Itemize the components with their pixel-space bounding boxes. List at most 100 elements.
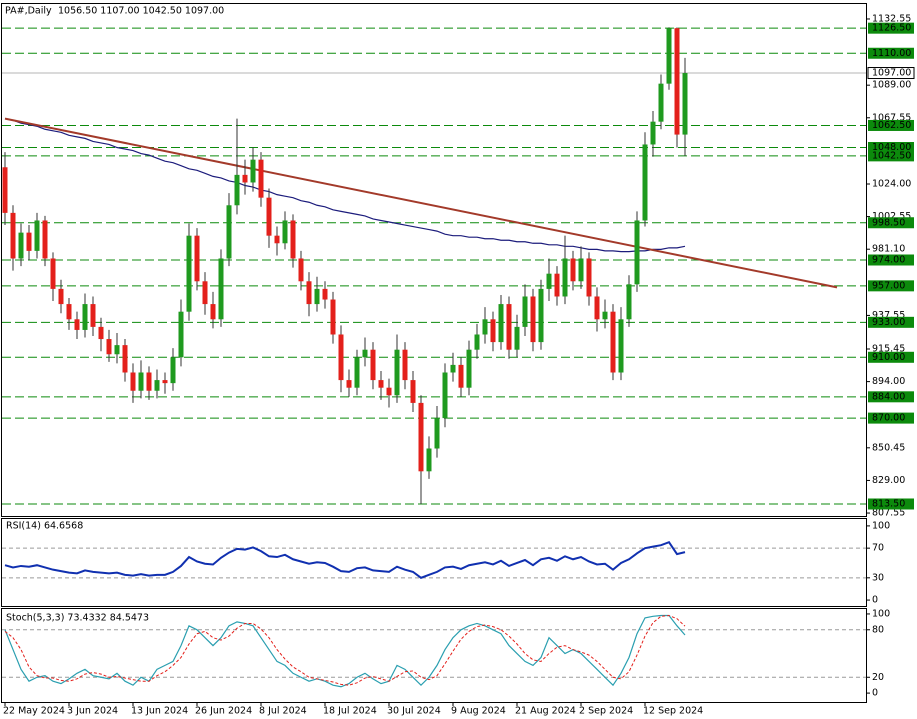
candle-body <box>42 220 48 259</box>
chart-title: PA#,Daily <box>5 6 52 17</box>
level-label: 974.00 <box>872 255 905 266</box>
y-tick-label: 1089.00 <box>872 80 911 91</box>
candle-body <box>610 311 616 373</box>
candle-body <box>66 304 72 320</box>
candle-body <box>666 28 672 84</box>
level-tag <box>868 119 914 131</box>
main-panel: 1132.55 1089.00 1067.55 1024.00 1002.55 981.1… <box>2 13 915 519</box>
candle-body <box>154 380 160 391</box>
candle-body <box>330 299 336 335</box>
y-tick-label: 915.45 <box>872 344 905 355</box>
moving-average <box>4 118 686 253</box>
indicator-line <box>4 614 686 688</box>
level-label: 884.00 <box>872 391 905 402</box>
candle-body <box>274 235 280 244</box>
candle-body <box>578 258 584 282</box>
candle-body <box>138 372 144 391</box>
x-tick-label: 3 Jun 2024 <box>67 706 118 717</box>
candle-body <box>426 448 432 472</box>
y-tick-label: 30 <box>872 572 884 583</box>
rsi-panel: 0 30 70 100 <box>2 520 890 606</box>
candle-body <box>474 334 480 350</box>
y-tick-label: 20 <box>872 672 884 683</box>
candle-body <box>650 121 656 145</box>
candle-body <box>202 281 208 305</box>
candle-body <box>562 258 568 297</box>
x-tick-label: 18 Jul 2024 <box>323 706 377 717</box>
candle-body <box>322 288 328 300</box>
level-tag <box>868 150 914 162</box>
x-tick-label: 26 Jun 2024 <box>195 706 252 717</box>
candle-body <box>290 220 296 259</box>
level-tag <box>868 391 914 403</box>
candle-body <box>130 372 136 391</box>
candle-body <box>114 345 120 355</box>
candle-body <box>538 288 544 343</box>
candle-body <box>634 220 640 285</box>
candle-body <box>26 232 32 251</box>
candle-body <box>482 319 488 335</box>
candle-body <box>618 319 624 373</box>
candle-body <box>186 235 192 312</box>
y-tick-label: 100 <box>872 608 890 619</box>
level-tag <box>868 412 914 424</box>
candle-body <box>346 380 352 388</box>
level-label: 1110.00 <box>872 48 911 59</box>
stoch-panel: 0 20 80 100 <box>2 608 890 699</box>
trendline <box>4 117 838 289</box>
level-tag <box>868 280 914 292</box>
candle-body <box>546 273 552 289</box>
candle-body <box>642 144 648 221</box>
x-tick-label: 21 Aug 2024 <box>515 706 576 717</box>
candle-body <box>586 258 592 297</box>
candle-body <box>146 372 152 391</box>
y-tick-label: 937.55 <box>872 310 905 321</box>
level-label: 933.00 <box>872 317 905 328</box>
candle-body <box>522 296 528 327</box>
y-tick-label: 0 <box>872 688 878 699</box>
candle-body <box>2 167 8 213</box>
level-label: 1048.00 <box>872 142 911 153</box>
candle-body <box>458 364 464 388</box>
y-tick-label: 850.45 <box>872 442 905 453</box>
candle-body <box>506 304 512 350</box>
candle-body <box>106 339 112 355</box>
candle-body <box>90 304 96 327</box>
candle-body <box>194 235 200 282</box>
candle-body <box>234 174 240 206</box>
candle-body <box>306 281 312 305</box>
level-label: 957.00 <box>872 280 905 291</box>
candle-body <box>658 83 664 122</box>
ohlc-subtitle: 1056.50 1107.00 1042.50 1097.00 <box>58 6 224 17</box>
candle-body <box>354 357 360 388</box>
x-tick-label: 13 Jun 2024 <box>131 706 188 717</box>
y-tick-label: 981.10 <box>872 244 905 255</box>
candle-body <box>178 311 184 358</box>
candle-body <box>266 197 272 236</box>
candle-body <box>50 258 56 289</box>
candle-body <box>594 296 600 320</box>
candle-body <box>34 220 40 251</box>
candle-body <box>402 349 408 381</box>
x-tick-label: 22 May 2024 <box>3 706 65 717</box>
candle-body <box>58 288 64 305</box>
level-tag <box>868 351 914 363</box>
level-label: 1062.50 <box>872 120 911 131</box>
x-tick-label: 9 Aug 2024 <box>451 706 506 717</box>
candle-body <box>242 174 248 183</box>
candle-body <box>226 205 232 259</box>
x-tick-label: 30 Jul 2024 <box>387 706 441 717</box>
y-tick-label: 1024.00 <box>872 178 911 189</box>
level-label: 910.00 <box>872 352 905 363</box>
y-tick-label: 894.00 <box>872 376 905 387</box>
candle-body <box>466 349 472 388</box>
candle-body <box>314 288 320 305</box>
candle-body <box>74 319 80 330</box>
y-tick-label: 1002.55 <box>872 211 911 222</box>
candle-body <box>442 372 448 419</box>
candle-body <box>162 380 168 384</box>
x-tick-label: 8 Jul 2024 <box>259 706 307 717</box>
